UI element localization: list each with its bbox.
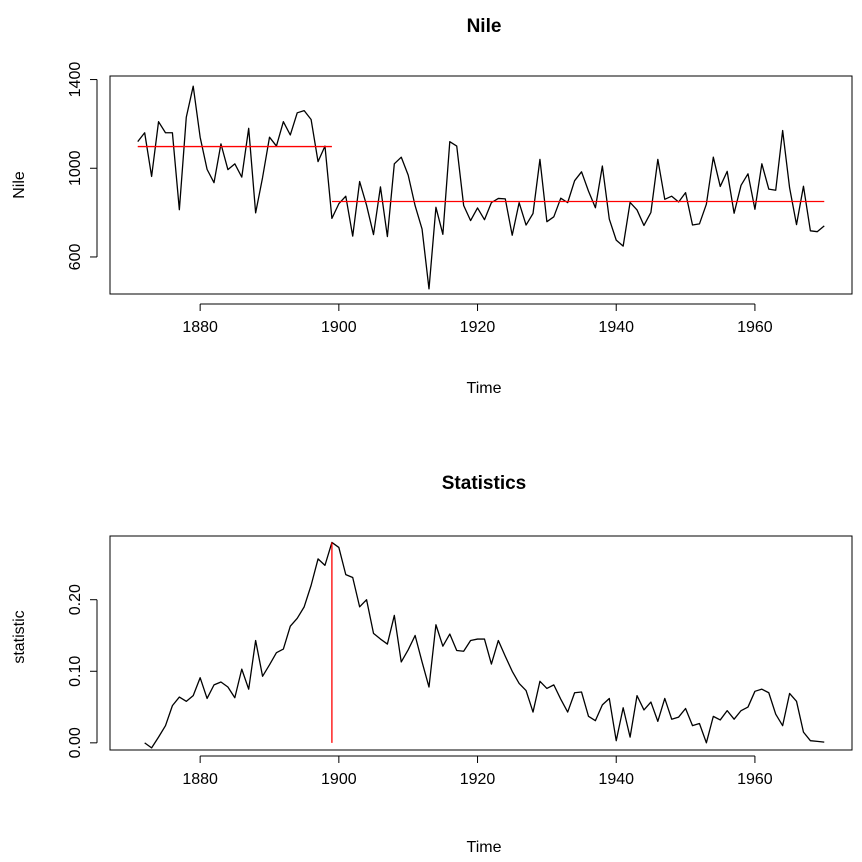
nile-x-tick-label: 1960 bbox=[737, 319, 773, 336]
statistics-y-tick-label: 0.00 bbox=[67, 727, 84, 758]
statistics-ylabel: statistic bbox=[11, 610, 28, 663]
nile-title: Nile bbox=[467, 16, 502, 37]
statistics-series-line bbox=[144, 541, 825, 749]
nile-y-tick-label: 1000 bbox=[67, 150, 84, 186]
statistics-plot-frame bbox=[109, 535, 853, 751]
nile-x-tick-label: 1880 bbox=[182, 319, 218, 336]
nile-y-tick-label: 1400 bbox=[67, 62, 84, 98]
nile-xlabel: Time bbox=[467, 380, 502, 397]
nile-panel: Nile Time Nile 1880 1900 1920 1940 1960 600 10… bbox=[11, 16, 853, 397]
statistics-xlabel: Time bbox=[467, 839, 502, 856]
statistics-x-tick-label: 1940 bbox=[598, 771, 634, 788]
nile-y-tick-label: 600 bbox=[67, 244, 84, 271]
nile-plot-frame bbox=[109, 75, 853, 295]
statistics-x-tick-label: 1900 bbox=[321, 771, 357, 788]
statistics-x-tick-label: 1960 bbox=[737, 771, 773, 788]
statistics-y-tick-label: 0.10 bbox=[67, 656, 84, 687]
statistics-y-tick-label: 0.20 bbox=[67, 584, 84, 615]
statistics-panel: Statistics Time statistic 1880 1900 1920 19… bbox=[11, 473, 853, 856]
nile-ylabel: Nile bbox=[11, 171, 28, 199]
nile-x-tick-label: 1920 bbox=[460, 319, 496, 336]
statistics-title: Statistics bbox=[442, 473, 526, 494]
nile-x-tick-label: 1940 bbox=[598, 319, 634, 336]
statistics-x-tick-label: 1880 bbox=[182, 771, 218, 788]
nile-x-tick-label: 1900 bbox=[321, 319, 357, 336]
statistics-x-tick-label: 1920 bbox=[460, 771, 496, 788]
nile-series-line bbox=[137, 85, 825, 290]
